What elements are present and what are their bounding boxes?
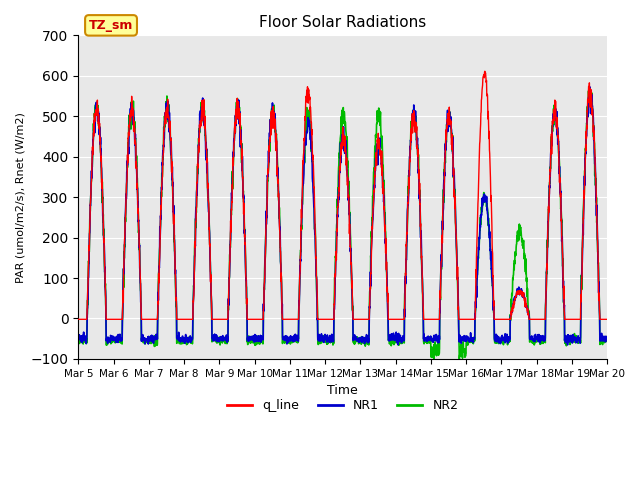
NR2 [74, 337, 82, 343]
NR2 [497, 339, 504, 345]
NR2 [586, 85, 594, 91]
q_line [222, 316, 230, 322]
q_line [497, 316, 504, 322]
NR1 [564, 342, 572, 348]
NR2 [369, 188, 377, 194]
q_line [481, 69, 488, 74]
Legend: q_line, NR1, NR2: q_line, NR1, NR2 [222, 395, 463, 418]
Line: NR2: NR2 [78, 88, 607, 360]
q_line [572, 316, 579, 322]
NR1 [586, 84, 593, 89]
NR2 [430, 357, 438, 363]
NR1 [603, 337, 611, 343]
Title: Floor Solar Radiations: Floor Solar Radiations [259, 15, 426, 30]
q_line [74, 316, 82, 322]
q_line [369, 204, 377, 210]
q_line [603, 316, 611, 322]
NR2 [222, 337, 230, 343]
q_line [358, 316, 365, 322]
NR2 [557, 189, 564, 194]
NR2 [572, 337, 579, 343]
NR1 [369, 211, 377, 217]
Line: NR1: NR1 [78, 86, 607, 345]
NR1 [556, 180, 564, 186]
X-axis label: Time: Time [327, 384, 358, 397]
NR1 [496, 338, 504, 344]
NR1 [358, 335, 365, 340]
NR1 [572, 335, 579, 341]
NR1 [222, 337, 230, 343]
NR2 [358, 334, 365, 339]
Text: TZ_sm: TZ_sm [89, 19, 133, 32]
NR1 [74, 336, 82, 342]
Line: q_line: q_line [78, 72, 607, 319]
Y-axis label: PAR (umol/m2/s), Rnet (W/m2): PAR (umol/m2/s), Rnet (W/m2) [15, 112, 25, 283]
q_line [557, 194, 564, 200]
NR2 [603, 334, 611, 339]
